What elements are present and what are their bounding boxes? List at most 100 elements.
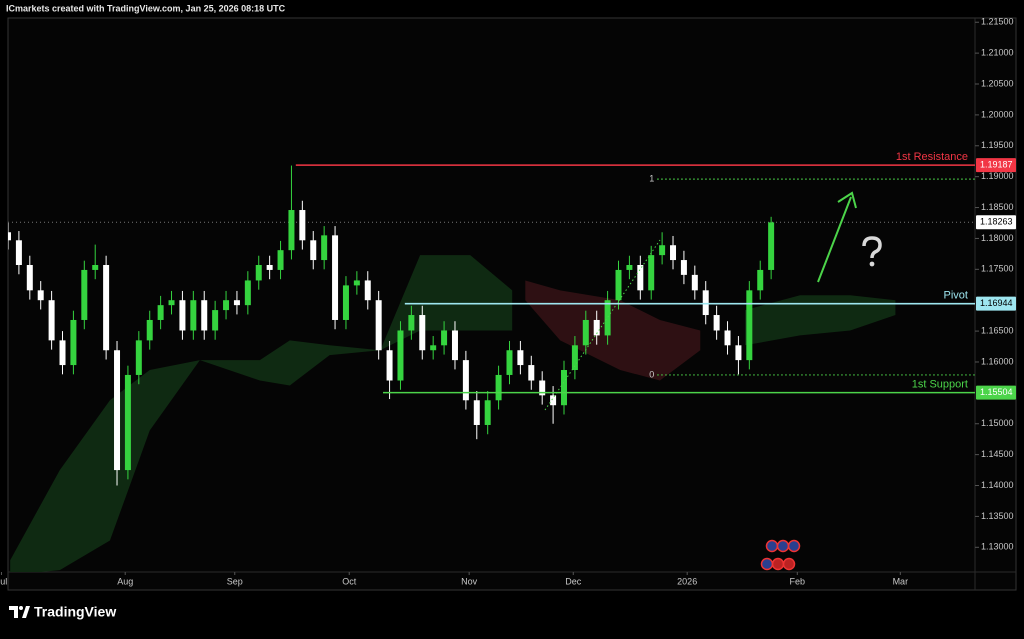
candle-body: [310, 240, 317, 261]
candle-body: [626, 264, 633, 270]
candle-body: [201, 300, 208, 331]
plot-area: [8, 165, 975, 572]
price-tag: [976, 385, 1016, 400]
candle-body: [157, 305, 164, 320]
candle-body: [768, 222, 775, 270]
x-tick-label: Aug: [117, 576, 133, 586]
candle-body: [321, 235, 328, 261]
x-tick-label: Mar: [893, 576, 909, 586]
candle-body: [473, 400, 480, 425]
candle-body: [441, 330, 448, 346]
candle-body: [223, 300, 230, 311]
candle-body: [637, 264, 644, 291]
logo-mark: [9, 606, 18, 618]
x-tick-label: Sep: [227, 576, 243, 586]
ichimoku-cloud: [10, 255, 513, 572]
candle-body: [593, 319, 600, 336]
candle-body: [615, 269, 622, 301]
y-tick-label: 1.20000: [981, 109, 1014, 119]
flag-icon: [782, 557, 796, 571]
price-tag: [976, 215, 1016, 230]
candle-body: [103, 264, 110, 351]
candle-body: [59, 340, 66, 366]
flag-icon: [787, 539, 801, 553]
candle-body: [37, 290, 44, 301]
candle-body: [517, 350, 524, 366]
candle-body: [92, 264, 99, 270]
level-label: 1st Resistance: [896, 151, 968, 163]
x-tick-label: Jul: [0, 576, 7, 586]
y-tick-label: 1.13000: [981, 542, 1014, 552]
candle-body: [364, 280, 371, 301]
question-dot: [869, 261, 875, 267]
y-tick-label: 1.17500: [981, 264, 1014, 274]
candle-body: [212, 310, 219, 331]
candle-body: [495, 374, 502, 401]
fib-label: 0: [649, 369, 654, 379]
level-label: 1st Support: [912, 379, 968, 391]
y-tick-label: 1.19500: [981, 140, 1014, 150]
x-tick-label: Nov: [461, 576, 478, 586]
candle-body: [604, 300, 611, 336]
x-tick-label: Dec: [565, 576, 582, 586]
candle-body: [266, 264, 273, 270]
y-tick-label: 1.20500: [981, 78, 1014, 88]
price-tag-label: 1.16944: [980, 298, 1013, 308]
x-tick-label: 2026: [677, 576, 697, 586]
candle-body: [255, 264, 262, 281]
price-tag-label: 1.18263: [980, 217, 1013, 227]
candle-body: [353, 280, 360, 286]
flag-icon: [760, 557, 774, 571]
y-tick-label: 1.16000: [981, 356, 1014, 366]
flag-icon: [765, 539, 779, 553]
flag-icon: [776, 539, 790, 553]
question-mark: [862, 236, 882, 267]
x-tick-label: Feb: [790, 576, 806, 586]
candle-body: [648, 255, 655, 291]
price-tag-label: 1.19187: [980, 159, 1013, 169]
price-tag: [976, 296, 1016, 311]
candle-body: [244, 280, 251, 306]
y-tick-label: 1.14500: [981, 449, 1014, 459]
candle-body: [375, 300, 382, 351]
candle-body: [560, 370, 567, 406]
candle-body: [48, 300, 55, 341]
candle-body: [484, 400, 491, 425]
y-tick-label: 1.18500: [981, 202, 1014, 212]
candle-body: [70, 319, 77, 366]
candle-body: [146, 319, 153, 341]
x-tick-label: Oct: [342, 576, 357, 586]
candle-body: [462, 360, 469, 401]
footer-text: TradingView: [34, 604, 116, 620]
level-label: Pivot: [944, 290, 968, 302]
candle-body: [408, 315, 415, 331]
candle-body: [81, 269, 88, 320]
candle-body: [550, 395, 557, 406]
ichimoku-cloud: [525, 280, 701, 381]
arrow-annotation: [817, 191, 857, 283]
candle-body: [757, 269, 764, 291]
candle-body: [386, 350, 393, 381]
candle-body: [451, 330, 458, 361]
candle-body: [190, 300, 197, 331]
candle-body: [397, 330, 404, 381]
candle-body: [539, 380, 546, 396]
candle-body: [15, 240, 22, 265]
candle-body: [332, 235, 339, 320]
candle-body: [8, 232, 11, 241]
fib-label: 1: [649, 174, 654, 184]
candle-body: [124, 374, 131, 471]
flag-icon: [771, 557, 785, 571]
event-flags: [760, 539, 801, 571]
candle-body: [299, 210, 306, 241]
candle-body: [288, 210, 295, 251]
candle-body: [233, 300, 240, 306]
candle-body: [724, 330, 731, 346]
y-tick-label: 1.15000: [981, 418, 1014, 428]
candle-body: [702, 290, 709, 316]
logo-mark: [19, 606, 23, 610]
candle-body: [746, 290, 753, 361]
candle-body: [506, 350, 513, 375]
candle-body: [713, 315, 720, 331]
logo-mark: [22, 606, 30, 618]
